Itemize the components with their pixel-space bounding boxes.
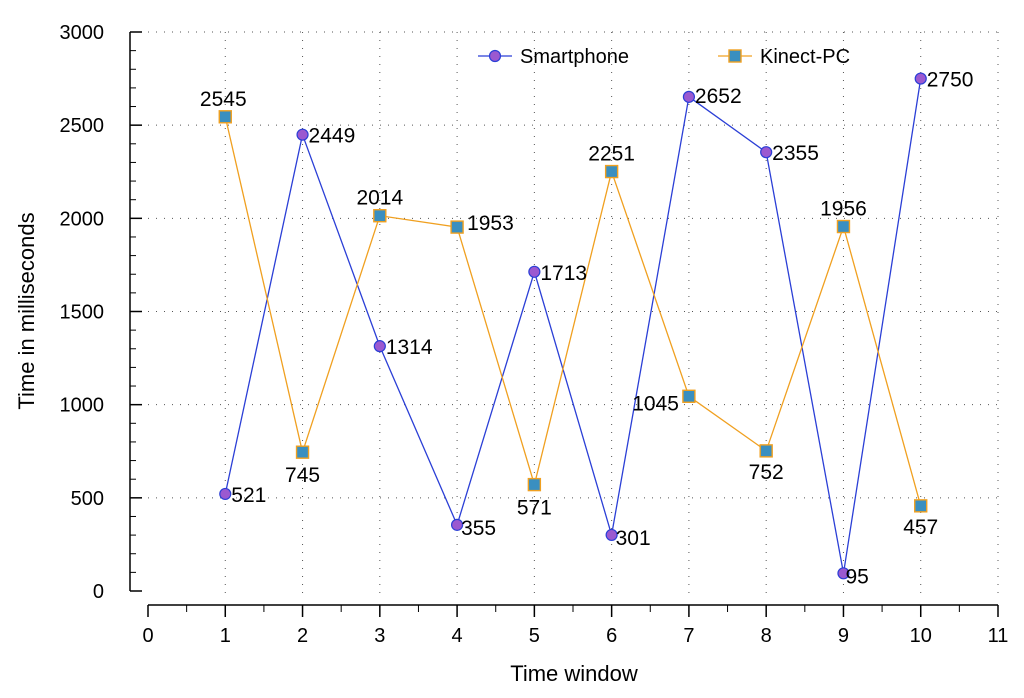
- data-point: [450, 518, 464, 531]
- y-axis-title: Time in milliseconds: [14, 212, 39, 409]
- data-point: [450, 220, 464, 234]
- x-tick-label: 4: [452, 625, 463, 647]
- y-tick-label: 1000: [60, 395, 105, 417]
- data-point: [295, 445, 310, 459]
- data-point: [373, 209, 387, 223]
- x-tick-label: 1: [220, 625, 231, 647]
- x-tick-label: 0: [142, 625, 153, 647]
- x-tick-label: 5: [529, 625, 540, 647]
- data-point: [488, 49, 502, 63]
- data-point: [682, 389, 696, 403]
- data-label: 2750: [927, 69, 974, 92]
- data-point: [528, 265, 541, 278]
- data-point: [527, 477, 542, 492]
- series-line: [224, 116, 922, 506]
- axes: 0 500 1000 1500 2000 2500 3000 0 1 2 3 4 5 6 7 8 9 10 11: [60, 22, 1009, 647]
- y-tick-label: 2000: [60, 208, 105, 230]
- data-label: 1953: [467, 212, 514, 235]
- x-tick-label: 7: [683, 625, 694, 647]
- data-label: 1045: [632, 392, 679, 415]
- data-point: [218, 110, 232, 124]
- data-label: 1713: [540, 262, 587, 285]
- y-tick-label: 2500: [60, 115, 105, 137]
- data-label: 355: [461, 517, 496, 540]
- legend-label: Smartphone: [520, 46, 629, 68]
- y-tick-label: 0: [93, 581, 104, 603]
- x-tick-label: 10: [910, 625, 932, 647]
- x-tick-label: 6: [606, 625, 617, 647]
- legend-label: Kinect-PC: [760, 46, 850, 68]
- data-label: 457: [903, 516, 938, 539]
- series-smartphone: [219, 72, 927, 580]
- data-label: 95: [845, 565, 868, 588]
- data-label: 2545: [200, 88, 247, 111]
- data-point: [604, 164, 619, 179]
- data-label: 2014: [356, 187, 403, 210]
- data-point: [760, 146, 773, 159]
- x-tick-label: 9: [838, 625, 849, 647]
- y-tick-label: 500: [71, 488, 104, 510]
- data-label: 1314: [386, 336, 433, 359]
- legend: Smartphone Kinect-PC: [478, 46, 850, 68]
- data-label: 745: [285, 464, 320, 487]
- data-point: [296, 128, 309, 141]
- legend-item: Smartphone: [478, 46, 629, 68]
- data-point: [219, 487, 232, 501]
- data-point: [759, 444, 773, 458]
- x-tick-label: 8: [761, 625, 772, 647]
- data-label: 2251: [588, 143, 635, 166]
- x-tick-label: 3: [374, 625, 385, 647]
- data-point: [914, 72, 927, 85]
- legend-item: Kinect-PC: [718, 46, 850, 68]
- y-tick-label: 3000: [60, 22, 105, 44]
- data-label: 2449: [309, 125, 356, 148]
- x-tick-label: 11: [988, 625, 1009, 647]
- data-point: [373, 340, 386, 353]
- data-point: [728, 49, 742, 63]
- data-label: 1956: [820, 198, 867, 221]
- data-point: [682, 90, 696, 103]
- series-kinect-pc: [218, 110, 928, 513]
- grid-lines: [148, 31, 999, 595]
- data-point: [914, 499, 928, 513]
- data-point: [837, 567, 850, 580]
- x-axis-title: Time window: [510, 661, 638, 686]
- data-label: 2652: [695, 85, 742, 108]
- series-line: [224, 78, 922, 574]
- data-label: 2355: [772, 142, 819, 165]
- y-tick-label: 1500: [60, 302, 105, 324]
- data-label: 301: [616, 527, 651, 550]
- data-point: [605, 528, 618, 542]
- data-labels: 521 2449 1314 355 1713 301 2652 2355 95 2750 2545 7…: [200, 69, 974, 589]
- data-label: 521: [231, 484, 266, 507]
- data-point: [836, 219, 851, 234]
- data-label: 752: [749, 461, 784, 484]
- series-layer: [218, 72, 928, 580]
- data-label: 571: [517, 497, 552, 520]
- x-tick-label: 2: [297, 625, 308, 647]
